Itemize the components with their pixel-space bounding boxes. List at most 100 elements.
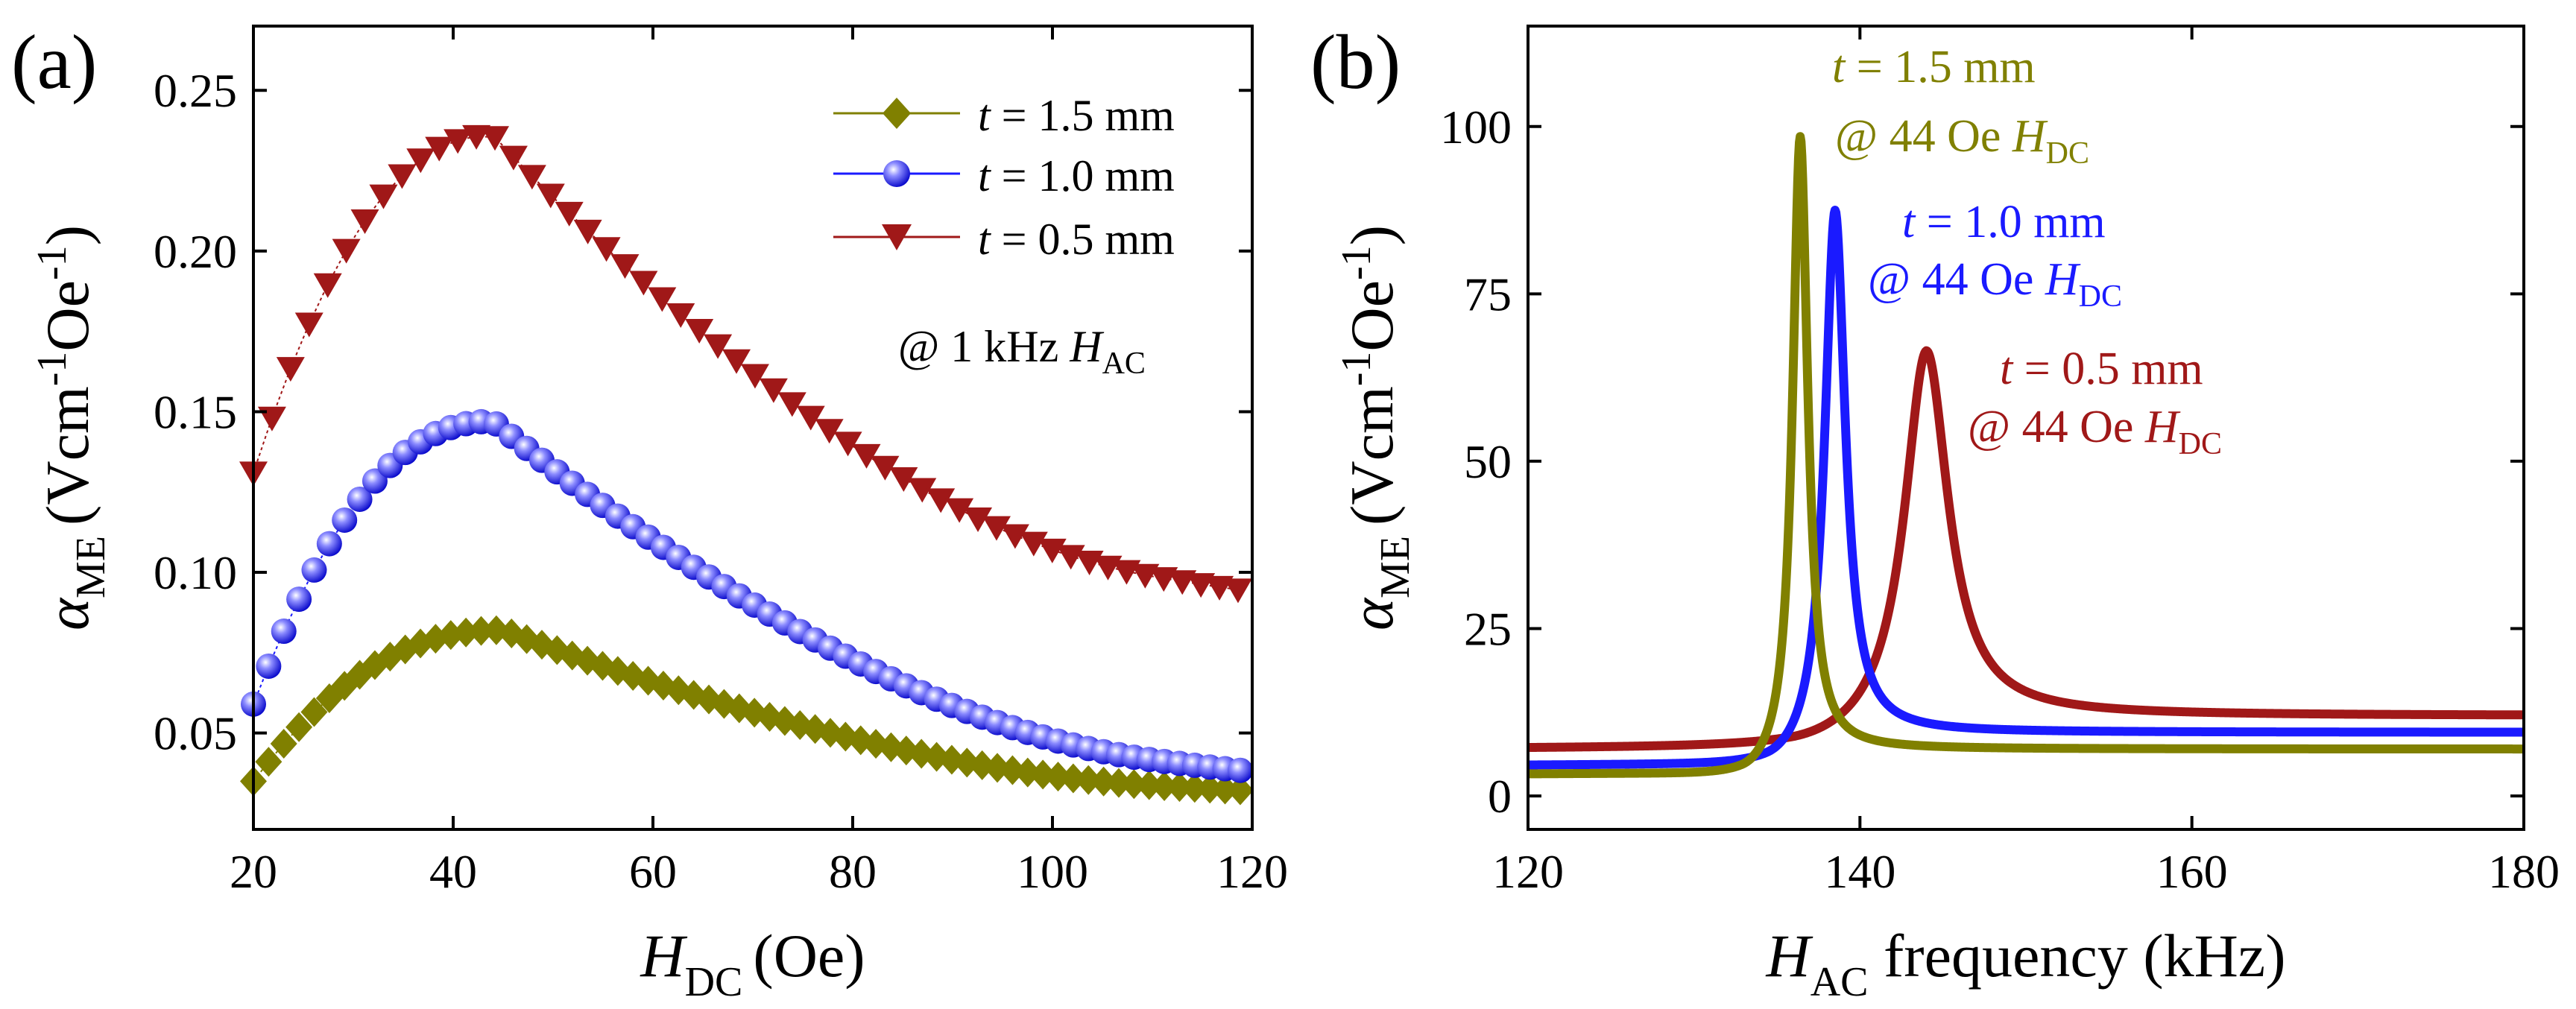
a-point-triangle: [536, 183, 565, 209]
a-ytick-label: 0.10: [154, 546, 237, 599]
a-point-sphere: [1227, 757, 1253, 783]
annotation-0p5mm: t = 0.5 mm @ 44 Oe HDC: [1968, 344, 2222, 461]
a-point-triangle: [481, 126, 510, 151]
a-point-sphere: [301, 557, 327, 583]
b-ytick-label: 75: [1464, 268, 1512, 320]
panel-a-legend: t = 1.5 mm t = 1.0 mm t = 0.5 mm: [833, 91, 1175, 264]
panel-a-xlabel: HDC (Oe): [640, 922, 865, 1005]
a-point-diamond: [1105, 768, 1132, 798]
panel-b: (b) 120 140 160 180 0 25 50 75 100 HAC frequency…: [1310, 19, 2560, 1005]
a-point-triangle: [833, 431, 862, 457]
a-point-diamond: [1196, 774, 1224, 804]
a-ytick-label: 0.05: [154, 707, 237, 760]
a-ytick-label: 0.20: [154, 225, 237, 278]
b-xtick-label: 120: [1492, 845, 1564, 898]
panel-a-ylabel: αME(Vcm-1Oe-1): [29, 225, 114, 630]
a-point-triangle: [555, 201, 584, 227]
a-xtick-label: 120: [1216, 845, 1288, 898]
a-series-1: [241, 408, 1253, 783]
a-point-triangle: [350, 209, 379, 234]
b-xtick-label: 160: [2156, 845, 2228, 898]
a-point-diamond: [741, 698, 768, 728]
a-point-triangle: [926, 488, 956, 513]
a-point-diamond: [1059, 763, 1087, 794]
a-point-triangle: [573, 219, 602, 244]
legend-text-3: t = 0.5 mm: [978, 215, 1175, 264]
a-point-diamond: [1151, 771, 1178, 801]
a-point-diamond: [1181, 773, 1208, 803]
a-point-triangle: [369, 184, 398, 209]
svg-text:t = 1.5 mm: t = 1.5 mm: [1832, 42, 2036, 92]
legend-marker-2: [883, 160, 910, 187]
svg-text:t = 1.0 mm: t = 1.0 mm: [1902, 197, 2106, 247]
a-point-triangle: [889, 466, 918, 492]
a-point-triangle: [388, 164, 417, 189]
a-point-sphere: [271, 619, 297, 645]
panel-b-xlabel: HAC frequency (kHz): [1765, 922, 2285, 1005]
a-point-triangle: [499, 145, 528, 171]
panel-b-series: [1524, 132, 2528, 779]
a-series-0: [240, 615, 1254, 806]
a-point-triangle: [648, 287, 677, 312]
a-series-2: [239, 124, 1252, 604]
a-point-triangle: [517, 165, 546, 190]
a-point-triangle: [815, 419, 844, 444]
a-point-triangle: [276, 357, 305, 382]
panel-b-ticks: 120 140 160 180 0 25 50 75 100: [1440, 26, 2560, 898]
panel-a-label: (a): [11, 19, 97, 105]
a-point-triangle: [1000, 524, 1029, 549]
a-point-sphere: [286, 586, 312, 613]
a-point-triangle: [666, 303, 695, 328]
a-point-diamond: [1120, 769, 1148, 800]
a-xtick-label: 100: [1017, 845, 1088, 898]
a-point-diamond: [452, 617, 480, 648]
panel-a-frame: [252, 25, 1254, 831]
a-point-triangle: [871, 455, 900, 481]
a-point-triangle: [796, 405, 825, 431]
a-point-sphere: [316, 531, 342, 557]
panel-b-label: (b): [1310, 19, 1401, 105]
a-point-diamond: [1166, 772, 1193, 803]
a-point-triangle: [777, 392, 806, 417]
a-point-triangle: [313, 273, 342, 298]
a-point-triangle: [1019, 531, 1048, 557]
a-point-triangle: [1038, 538, 1067, 563]
a-point-triangle: [945, 498, 974, 523]
a-point-diamond: [270, 729, 297, 759]
panel-a: (a) 20 40 60 80 100 120 0.05 0.10 0.15 0.20 0.25 H…: [11, 19, 1288, 1005]
a-point-triangle: [629, 271, 658, 296]
a-xtick-label: 60: [629, 845, 677, 898]
b-series-line-0: [1524, 132, 2528, 779]
a-point-triangle: [908, 478, 937, 503]
svg-text:@ 44 Oe HDC: @ 44 Oe HDC: [1868, 254, 2122, 314]
annotation-1p0mm: t = 1.0 mm @ 44 Oe HDC: [1868, 197, 2122, 314]
a-point-triangle: [759, 378, 788, 403]
panel-b-frame: [1527, 25, 2525, 831]
legend-text-1: t = 1.5 mm: [978, 91, 1175, 140]
b-xtick-label: 180: [2488, 845, 2560, 898]
a-xtick-label: 20: [230, 845, 277, 898]
panel-a-annotation: @ 1 kHz HAC: [898, 322, 1146, 381]
a-point-diamond: [285, 712, 313, 742]
a-point-sphere: [362, 468, 388, 494]
a-point-triangle: [592, 237, 621, 262]
a-point-diamond: [467, 616, 495, 646]
b-series-line-1: [1524, 206, 2528, 770]
a-point-sphere: [347, 486, 373, 512]
a-point-diamond: [255, 747, 282, 777]
a-point-triangle: [852, 443, 881, 469]
b-ytick-label: 100: [1440, 101, 1512, 154]
a-point-sphere: [256, 653, 282, 679]
panel-a-series: [239, 124, 1254, 806]
a-point-triangle: [332, 238, 361, 264]
a-xtick-label: 40: [429, 845, 477, 898]
b-ytick-label: 25: [1464, 603, 1512, 656]
a-point-triangle: [685, 319, 714, 344]
svg-text:@ 44 Oe HDC: @ 44 Oe HDC: [1968, 402, 2222, 461]
a-point-triangle: [722, 349, 751, 374]
a-point-triangle: [1223, 578, 1252, 604]
panel-b-ylabel: αME(Vcm-1Oe-1): [1333, 225, 1418, 630]
a-point-diamond: [300, 697, 328, 727]
b-ytick-label: 0: [1488, 770, 1512, 823]
